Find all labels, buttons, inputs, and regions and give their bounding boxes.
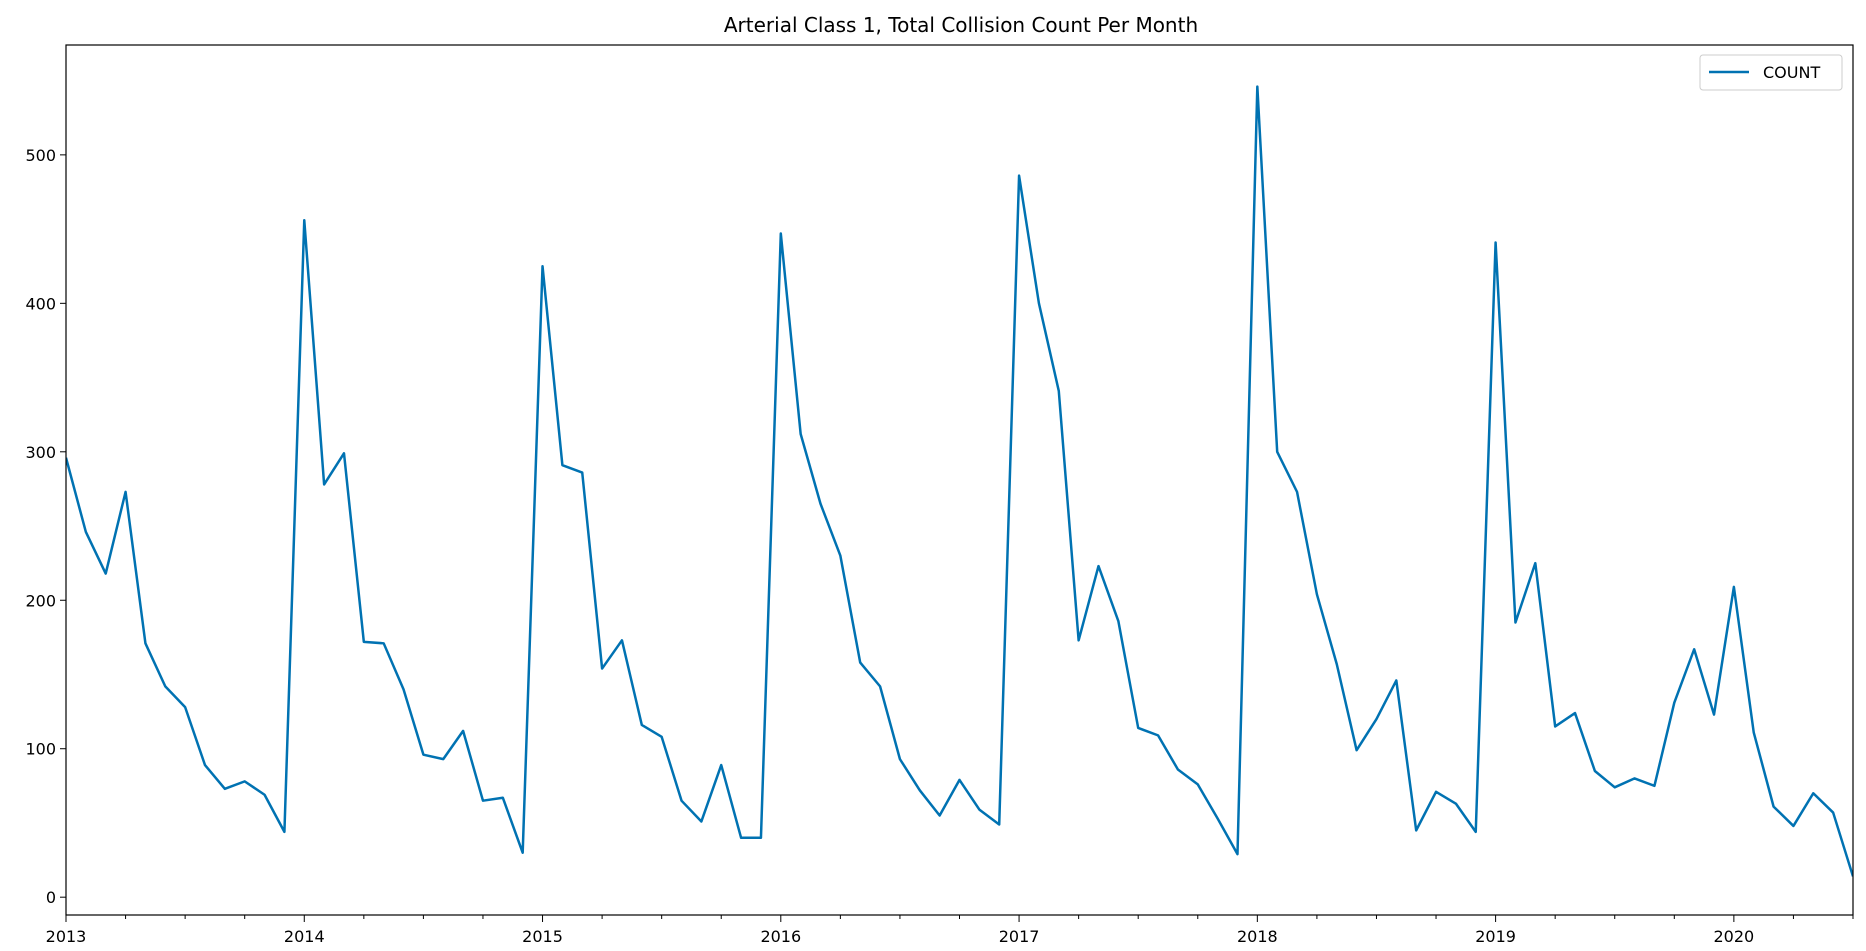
y-tick-label: 200: [25, 591, 56, 610]
x-tick-label: 2020: [1714, 927, 1755, 946]
x-axis: 2013 2014 2015 2016 2017 2018 2019 2020: [46, 915, 1854, 946]
x-tick-label: 2018: [1237, 927, 1278, 946]
x-tick-label: 2019: [1475, 927, 1516, 946]
x-tick-label: 2013: [46, 927, 87, 946]
y-tick-label: 400: [25, 294, 56, 313]
plot-area: [66, 85, 1853, 877]
x-tick-label: 2016: [760, 927, 801, 946]
y-tick-label: 300: [25, 443, 56, 462]
axes-frame: [65, 44, 1854, 916]
legend: COUNT: [1699, 54, 1843, 91]
chart-title: Arterial Class 1, Total Collision Count …: [724, 13, 1198, 37]
y-tick-label: 100: [25, 740, 56, 759]
y-axis: 0 100 200 300 400 500: [25, 146, 66, 907]
y-tick-label: 500: [25, 146, 56, 165]
legend-box: [1699, 54, 1843, 91]
x-tick-label: 2015: [522, 927, 563, 946]
legend-label-count: COUNT: [1763, 63, 1820, 82]
y-tick-label: 0: [46, 888, 56, 907]
x-tick-label: 2014: [284, 927, 325, 946]
series-line-count: [66, 85, 1853, 877]
x-tick-label: 2017: [999, 927, 1040, 946]
